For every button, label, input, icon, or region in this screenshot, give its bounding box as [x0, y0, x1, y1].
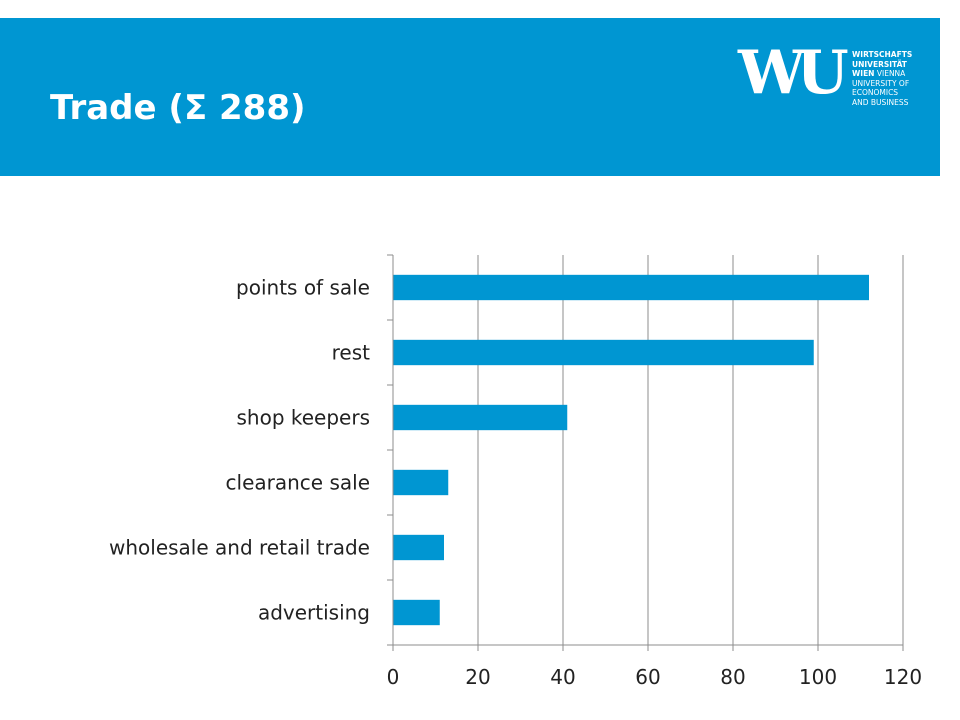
x-tick-label: 40: [550, 665, 575, 689]
x-tick-label: 100: [799, 665, 837, 689]
wu-logo: WU WIRTSCHAFTS UNIVERSITÄT WIEN VIENNA U…: [738, 40, 918, 140]
bar-layer: [393, 274, 869, 626]
bar: [393, 534, 444, 561]
x-tick-label: 20: [465, 665, 490, 689]
category-label: wholesale and retail trade: [109, 536, 370, 560]
axis-layer: [387, 254, 904, 651]
x-tick-label: 60: [635, 665, 660, 689]
bar: [393, 469, 449, 496]
logo-mark: WU: [738, 38, 849, 108]
category-label: points of sale: [236, 276, 370, 300]
page-title: Trade (Σ 288): [50, 88, 306, 128]
category-label: clearance sale: [226, 471, 370, 495]
grid-layer: [477, 255, 904, 645]
bar: [393, 339, 814, 366]
category-label: rest: [332, 341, 371, 365]
bar: [393, 599, 440, 626]
label-layer: 0 20 40 60 80 100 120 points of sale rest shop ke…: [109, 276, 922, 690]
category-label: shop keepers: [236, 406, 370, 430]
logo-text: WIRTSCHAFTS UNIVERSITÄT WIEN VIENNA UNIV…: [852, 50, 913, 107]
category-label: advertising: [258, 601, 370, 625]
bar: [393, 274, 869, 301]
header-banner: [0, 18, 940, 176]
x-tick-label: 80: [720, 665, 745, 689]
x-tick-label: 0: [387, 665, 400, 689]
x-tick-label: 120: [884, 665, 922, 689]
bar: [393, 404, 568, 431]
